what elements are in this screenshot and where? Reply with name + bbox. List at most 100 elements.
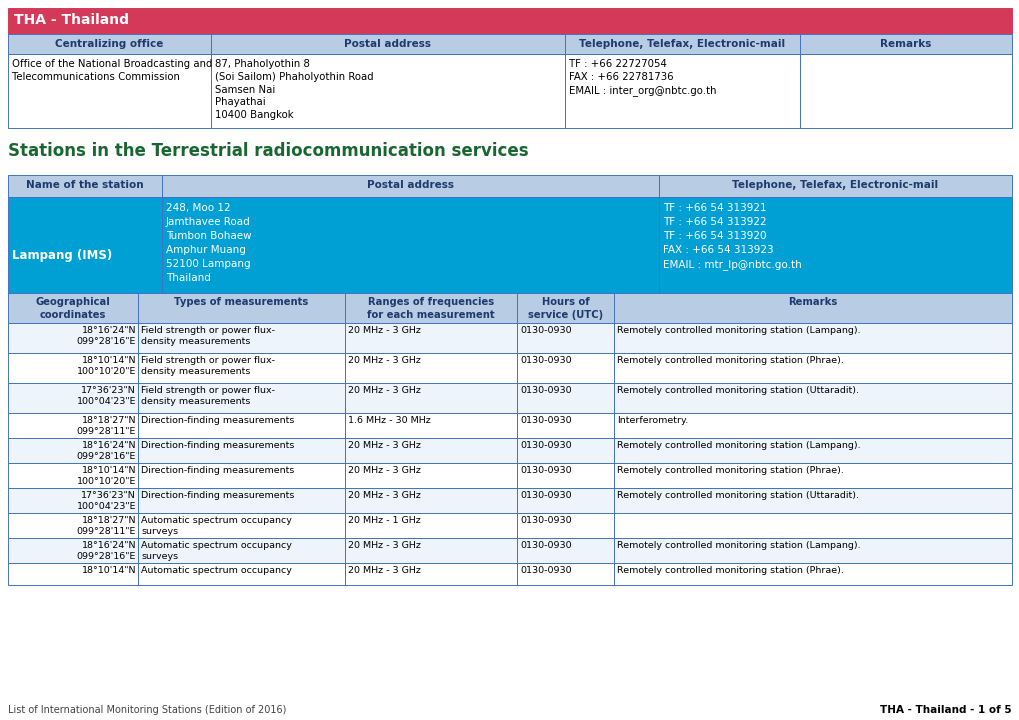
Bar <box>8 513 138 538</box>
Text: Centralizing office: Centralizing office <box>55 39 163 49</box>
Text: 20 MHz - 3 GHz: 20 MHz - 3 GHz <box>347 386 421 395</box>
Text: Stations in the Terrestrial radiocommunication services: Stations in the Terrestrial radiocommuni… <box>8 142 528 160</box>
Text: Direction-finding measurements: Direction-finding measurements <box>141 466 294 475</box>
Text: 18°16'24"N
099°28'16"E: 18°16'24"N 099°28'16"E <box>76 441 136 462</box>
Text: 20 MHz - 1 GHz: 20 MHz - 1 GHz <box>347 516 421 525</box>
Text: 0130-0930: 0130-0930 <box>520 326 571 335</box>
Bar <box>517 463 613 488</box>
Text: 0130-0930: 0130-0930 <box>520 356 571 365</box>
Bar <box>517 413 613 438</box>
Bar <box>517 488 613 513</box>
Bar <box>138 563 344 585</box>
Text: Postal address: Postal address <box>367 180 453 190</box>
Text: Remarks: Remarks <box>879 39 930 49</box>
Bar <box>8 488 138 513</box>
Text: Geographical
coordinates: Geographical coordinates <box>36 297 110 320</box>
Bar <box>8 8 1011 34</box>
Bar <box>613 438 1011 463</box>
Bar <box>344 513 517 538</box>
Text: Remarks: Remarks <box>788 297 837 307</box>
Bar <box>8 293 138 323</box>
Bar <box>138 438 344 463</box>
Text: 18°16'24"N
099°28'16"E: 18°16'24"N 099°28'16"E <box>76 326 136 346</box>
Bar <box>613 413 1011 438</box>
Bar <box>517 563 613 585</box>
Text: Remotely controlled monitoring station (Lampang).: Remotely controlled monitoring station (… <box>616 326 860 335</box>
Text: 18°18'27"N
099°28'11"E: 18°18'27"N 099°28'11"E <box>76 516 136 536</box>
Text: 17°36'23"N
100°04'23"E: 17°36'23"N 100°04'23"E <box>76 491 136 511</box>
Bar <box>211 54 565 128</box>
Bar <box>517 513 613 538</box>
Text: Direction-finding measurements: Direction-finding measurements <box>141 491 294 500</box>
Text: 87, Phaholyothin 8
(Soi Sailom) Phaholyothin Road
Samsen Nai
Phayathai
10400 Ban: 87, Phaholyothin 8 (Soi Sailom) Phaholyo… <box>215 59 373 120</box>
Bar <box>138 323 344 353</box>
Text: 20 MHz - 3 GHz: 20 MHz - 3 GHz <box>347 326 421 335</box>
Text: 18°10'14"N
100°10'20"E: 18°10'14"N 100°10'20"E <box>76 466 136 487</box>
Text: Remotely controlled monitoring station (Phrae).: Remotely controlled monitoring station (… <box>616 466 843 475</box>
Bar <box>138 463 344 488</box>
Bar <box>8 175 162 197</box>
Text: 20 MHz - 3 GHz: 20 MHz - 3 GHz <box>347 356 421 365</box>
Bar <box>162 197 658 293</box>
Bar <box>344 293 517 323</box>
Text: 0130-0930: 0130-0930 <box>520 416 571 425</box>
Text: Automatic spectrum occupancy: Automatic spectrum occupancy <box>141 566 291 575</box>
Bar <box>8 383 138 413</box>
Bar <box>8 54 211 128</box>
Text: Automatic spectrum occupancy
surveys: Automatic spectrum occupancy surveys <box>141 516 291 536</box>
Text: Office of the National Broadcasting and
Telecommunications Commission: Office of the National Broadcasting and … <box>12 59 212 82</box>
Bar <box>613 488 1011 513</box>
Bar <box>517 293 613 323</box>
Bar <box>138 513 344 538</box>
Bar <box>658 175 1011 197</box>
Bar <box>138 353 344 383</box>
Text: Interferometry.: Interferometry. <box>616 416 688 425</box>
Text: 20 MHz - 3 GHz: 20 MHz - 3 GHz <box>347 491 421 500</box>
Text: 0130-0930: 0130-0930 <box>520 566 571 575</box>
Bar <box>211 34 565 54</box>
Bar <box>613 463 1011 488</box>
Text: Postal address: Postal address <box>344 39 431 49</box>
Bar <box>517 323 613 353</box>
Bar <box>344 563 517 585</box>
Text: Remotely controlled monitoring station (Phrae).: Remotely controlled monitoring station (… <box>616 566 843 575</box>
Bar <box>138 293 344 323</box>
Bar <box>8 413 138 438</box>
Text: 17°36'23"N
100°04'23"E: 17°36'23"N 100°04'23"E <box>76 386 136 407</box>
Text: Remotely controlled monitoring station (Lampang).: Remotely controlled monitoring station (… <box>616 541 860 550</box>
Bar <box>8 323 138 353</box>
Bar <box>138 413 344 438</box>
Bar <box>613 383 1011 413</box>
Text: Field strength or power flux-
density measurements: Field strength or power flux- density me… <box>141 326 275 346</box>
Text: THA - Thailand - 1 of 5: THA - Thailand - 1 of 5 <box>879 705 1011 715</box>
Text: TF : +66 54 313921
TF : +66 54 313922
TF : +66 54 313920
FAX : +66 54 313923
EMA: TF : +66 54 313921 TF : +66 54 313922 TF… <box>662 203 801 270</box>
Bar <box>8 538 138 563</box>
Text: Remotely controlled monitoring station (Phrae).: Remotely controlled monitoring station (… <box>616 356 843 365</box>
Bar <box>517 438 613 463</box>
Bar <box>8 463 138 488</box>
Bar <box>565 54 799 128</box>
Bar <box>344 413 517 438</box>
Text: Field strength or power flux-
density measurements: Field strength or power flux- density me… <box>141 386 275 407</box>
Text: 0130-0930: 0130-0930 <box>520 541 571 550</box>
Bar <box>8 438 138 463</box>
Bar <box>799 54 1011 128</box>
Bar <box>517 538 613 563</box>
Bar <box>799 34 1011 54</box>
Text: 248, Moo 12
Jamthavee Road
Tumbon Bohaew
Amphur Muang
52100 Lampang
Thailand: 248, Moo 12 Jamthavee Road Tumbon Bohaew… <box>166 203 252 283</box>
Text: 20 MHz - 3 GHz: 20 MHz - 3 GHz <box>347 466 421 475</box>
Bar <box>565 34 799 54</box>
Text: Types of measurements: Types of measurements <box>174 297 309 307</box>
Text: Direction-finding measurements: Direction-finding measurements <box>141 416 294 425</box>
Bar <box>517 383 613 413</box>
Text: THA - Thailand: THA - Thailand <box>14 13 128 27</box>
Bar <box>613 563 1011 585</box>
Text: Telephone, Telefax, Electronic-mail: Telephone, Telefax, Electronic-mail <box>732 180 937 190</box>
Bar <box>613 353 1011 383</box>
Bar <box>344 383 517 413</box>
Text: Name of the station: Name of the station <box>26 180 144 190</box>
Text: 18°18'27"N
099°28'11"E: 18°18'27"N 099°28'11"E <box>76 416 136 436</box>
Bar <box>8 34 211 54</box>
Text: List of International Monitoring Stations (Edition of 2016): List of International Monitoring Station… <box>8 705 286 715</box>
Text: 0130-0930: 0130-0930 <box>520 386 571 395</box>
